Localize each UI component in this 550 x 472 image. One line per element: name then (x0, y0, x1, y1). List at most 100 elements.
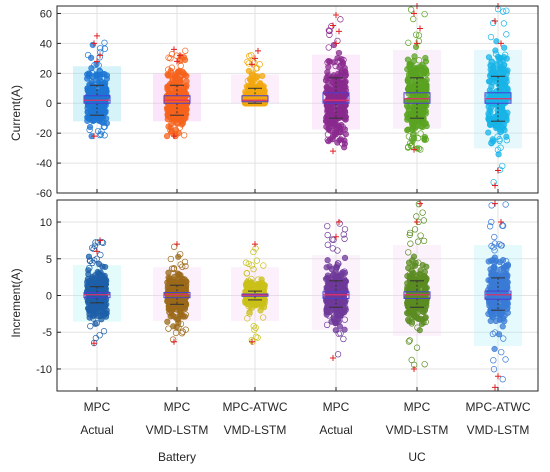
current-point-5 (504, 86, 511, 94)
current-point-3 (342, 116, 349, 123)
current-tail-point-1 (181, 132, 188, 139)
current-tail-point-3 (334, 37, 341, 45)
current-tail-point-1 (169, 77, 176, 84)
increment-point-3 (341, 326, 348, 333)
increment-point-5 (499, 323, 506, 330)
increment-tail-point-0 (91, 257, 98, 264)
current-ytick-label-3: 0 (46, 98, 52, 110)
current-point-3 (341, 104, 348, 111)
current-outlier-0-2 (97, 52, 103, 59)
increment-point-5 (502, 302, 510, 309)
current-tail-point-3 (332, 62, 339, 70)
increment-ytick-label-0: -10 (36, 364, 52, 376)
current-point-5 (501, 44, 508, 51)
current-point-5 (485, 129, 492, 136)
increment-point-2 (259, 300, 266, 307)
increment-outlier-1-1 (174, 241, 180, 248)
increment-tail-point-2 (252, 298, 260, 305)
current-point-0 (95, 79, 102, 86)
category-label-3-line2: VMD-LSTM (224, 423, 287, 437)
increment-tail-point-5 (502, 356, 509, 363)
current-tail-point-5 (492, 50, 500, 57)
increment-point-0 (90, 288, 98, 295)
current-point-0 (84, 75, 91, 82)
current-outlier-3-3 (330, 22, 336, 29)
increment-point-4 (423, 275, 430, 282)
increment-tail-point-1 (169, 336, 177, 343)
increment-tail-point-5 (491, 233, 498, 241)
current-outlier-2-0 (249, 61, 255, 68)
increment-point-3 (341, 297, 348, 305)
current-point-5 (488, 83, 495, 90)
current-outlier-1-0 (171, 133, 177, 140)
current-tail-point-0 (98, 128, 105, 135)
current-outlier-1-3 (171, 46, 177, 53)
current-tail-point-5 (488, 62, 495, 69)
current-tail-point-3 (325, 44, 332, 51)
current-tail-point-0 (89, 70, 96, 77)
current-tail-point-1 (181, 115, 188, 122)
current-outlier-5-2 (498, 40, 504, 47)
increment-tail-point-4 (414, 238, 422, 245)
current-point-5 (490, 90, 497, 97)
increment-point-3 (339, 280, 347, 287)
increment-tail-point-2 (248, 262, 255, 269)
increment-tail-point-4 (421, 361, 428, 368)
increment-point-1 (174, 316, 181, 323)
current-box-0 (83, 95, 111, 104)
current-point-4 (422, 58, 430, 65)
increment-tail-point-1 (167, 255, 175, 263)
increment-tail-point-2 (251, 326, 258, 333)
category-label-4-line1: MPC (323, 400, 350, 414)
current-point-5 (493, 38, 500, 45)
increment-point-1 (164, 318, 171, 325)
current-tail-point-0 (91, 61, 98, 69)
category-label-5-line2: VMD-LSTM (386, 423, 449, 437)
current-box-2 (241, 95, 269, 103)
category-label-4-line2: Actual (319, 423, 352, 437)
current-tail-point-4 (414, 134, 422, 142)
increment-tail-point-2 (252, 245, 259, 252)
increment-outlier-3-1 (333, 233, 339, 240)
increment-tail-point-4 (413, 213, 420, 220)
increment-tail-point-5 (498, 348, 505, 356)
increment-tail-point-2 (245, 277, 252, 284)
current-tail-point-1 (168, 64, 176, 71)
current-point-4 (412, 43, 420, 51)
increment-outlier-2-1 (252, 241, 258, 248)
increment-point-4 (406, 259, 413, 266)
increment-point-0 (89, 280, 96, 287)
current-tail-point-5 (494, 62, 501, 69)
increment-tail-point-1 (178, 330, 186, 337)
increment-tail-point-0 (87, 323, 94, 330)
increment-tail-point-2 (250, 248, 257, 256)
increment-tail-point-5 (499, 376, 506, 383)
current-tail-point-5 (503, 7, 510, 14)
increment-tail-point-2 (255, 276, 262, 283)
current-point-1 (163, 133, 171, 140)
current-tail-point-4 (409, 131, 417, 139)
category-label-6-line1: MPC-ATWC (465, 400, 530, 414)
current-point-0 (88, 65, 95, 72)
current-tail-point-2 (246, 52, 253, 60)
current-point-5 (490, 68, 497, 76)
increment-tail-point-0 (97, 312, 104, 320)
current-point-3 (325, 63, 332, 71)
current-tail-point-5 (497, 144, 504, 151)
current-tail-point-1 (182, 47, 189, 54)
current-tail-point-1 (170, 113, 177, 121)
increment-tail-point-2 (250, 322, 257, 330)
increment-tail-point-1 (182, 326, 189, 333)
current-point-5 (486, 78, 493, 85)
current-outlier-1-1 (174, 58, 180, 65)
current-tail-point-4 (405, 39, 412, 46)
current-point-5 (503, 115, 510, 122)
current-tail-point-0 (90, 113, 97, 121)
increment-ytick-label-2: 0 (46, 291, 52, 303)
increment-point-0 (94, 280, 101, 287)
current-tail-point-2 (247, 77, 254, 84)
current-tail-point-0 (93, 73, 100, 80)
current-tail-point-0 (101, 45, 109, 52)
current-point-0 (84, 114, 91, 121)
current-tail-point-2 (252, 65, 260, 72)
